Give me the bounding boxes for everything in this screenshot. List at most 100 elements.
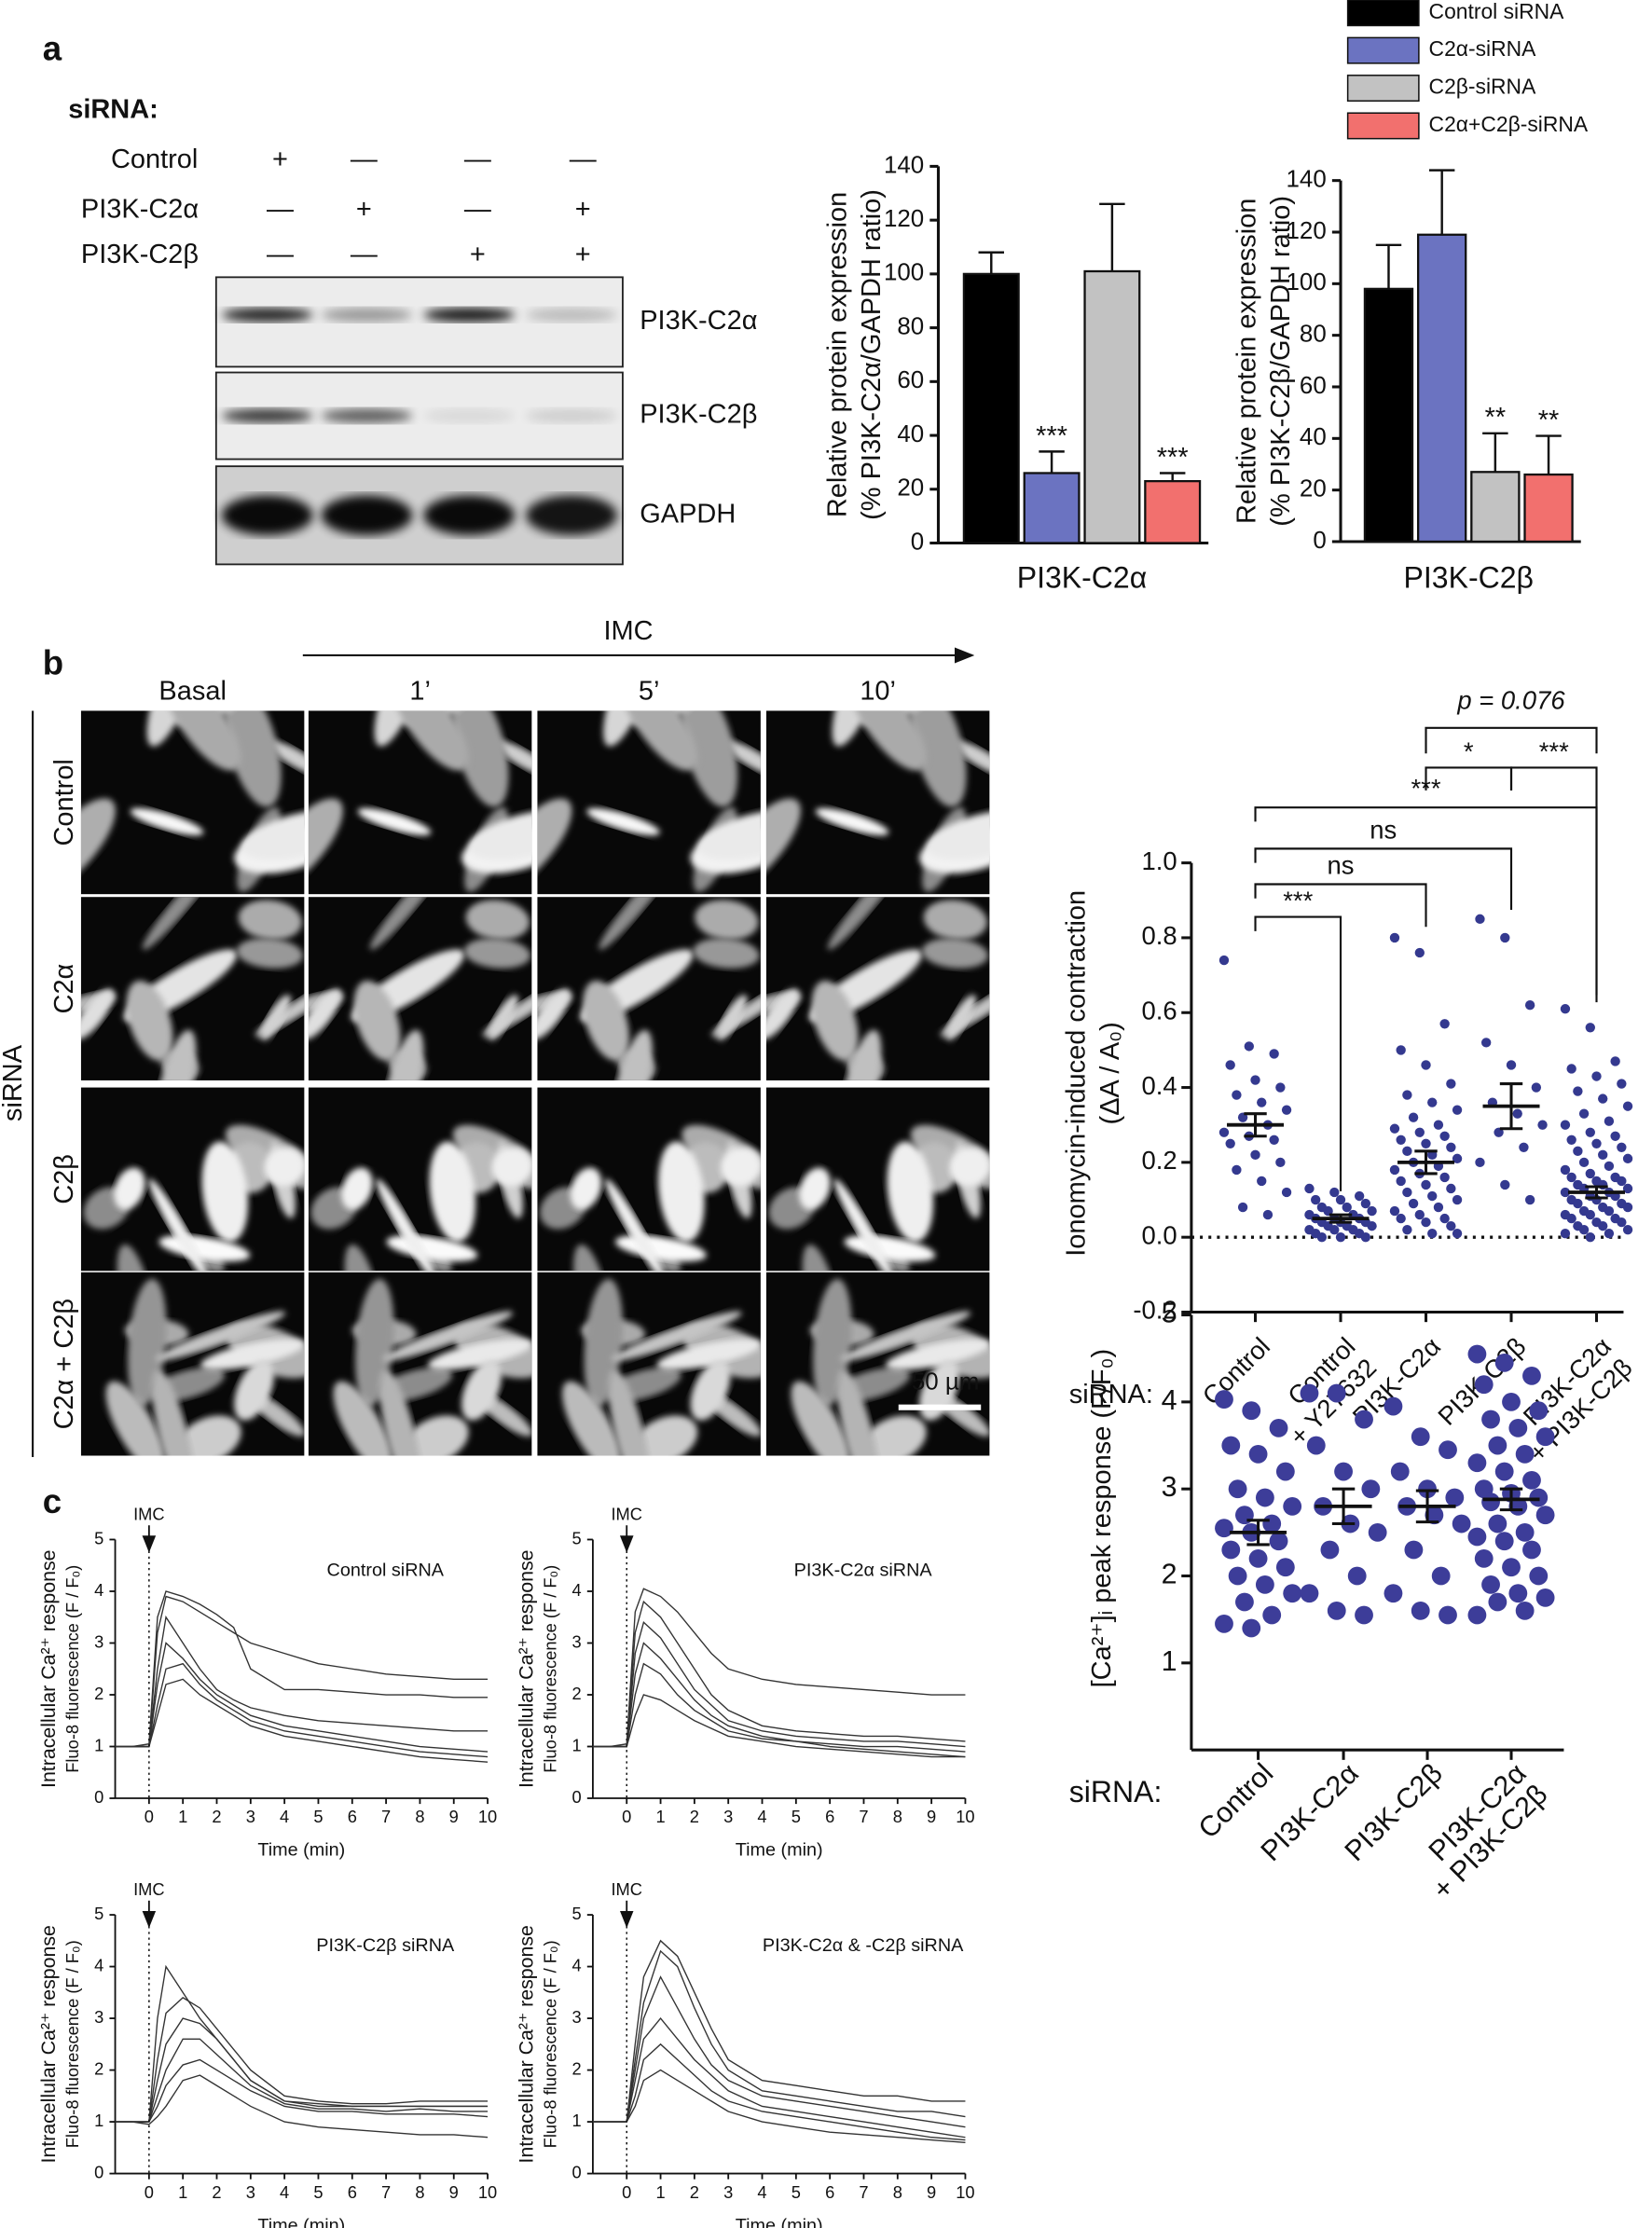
x-axis-prefix: siRNA: xyxy=(1069,1380,1153,1410)
y-tick-label: 0 xyxy=(94,1787,103,1807)
cell-body xyxy=(164,710,241,771)
data-point xyxy=(1439,1131,1450,1141)
y-tick-label: 4 xyxy=(572,1580,582,1600)
data-point xyxy=(1524,1000,1535,1011)
data-point xyxy=(1452,1105,1463,1115)
data-point xyxy=(1335,1194,1346,1205)
x-tick-label: 5 xyxy=(313,1807,323,1826)
x-tick-label: 5 xyxy=(792,1807,801,1826)
x-tick-label: 5 xyxy=(313,2182,323,2202)
significance-bracket xyxy=(1254,847,1513,910)
cell-body xyxy=(429,1141,476,1243)
data-point xyxy=(1316,1231,1328,1243)
cell-body xyxy=(949,1147,990,1187)
trace xyxy=(115,1642,489,1753)
cell-body xyxy=(690,1360,731,1421)
stimulus-label: IMC xyxy=(133,1879,165,1899)
cell-body xyxy=(379,1369,422,1456)
data-point xyxy=(1604,1161,1615,1172)
panel-label: a xyxy=(43,30,62,68)
cell-body xyxy=(117,1245,154,1272)
data-point xyxy=(1537,1120,1548,1130)
y-tick-label: 2 xyxy=(572,1684,582,1703)
data-point xyxy=(1421,1060,1431,1070)
cell-body xyxy=(465,900,530,941)
data-point xyxy=(1512,1108,1522,1119)
x-tick-label: 6 xyxy=(348,1807,357,1826)
data-point xyxy=(1622,1202,1633,1213)
y-tick-label: 20 xyxy=(897,475,924,502)
y-tick-label: 0.6 xyxy=(1141,996,1177,1025)
data-point xyxy=(1427,1190,1438,1202)
data-point xyxy=(1433,1120,1444,1130)
scale-bar-label: 50 µm xyxy=(912,1369,980,1396)
error-bar xyxy=(1244,1112,1267,1138)
error-bar xyxy=(1331,1487,1356,1526)
error-bar xyxy=(1585,1185,1608,1200)
data-point xyxy=(1367,1220,1377,1231)
cell-body xyxy=(717,995,748,1040)
x-tick-label: 8 xyxy=(415,1807,424,1826)
cell-body xyxy=(909,710,967,807)
data-point xyxy=(1225,1138,1235,1148)
micrograph-cells xyxy=(80,710,305,893)
cell-body xyxy=(838,1029,882,1080)
cell-body xyxy=(344,1245,381,1272)
data-point xyxy=(1439,1213,1450,1224)
data-point xyxy=(1281,1187,1292,1198)
data-point xyxy=(1604,1116,1615,1126)
y-tick-label: 20 xyxy=(1300,476,1327,502)
data-point xyxy=(1411,1601,1430,1620)
data-point xyxy=(1566,1213,1576,1224)
micrograph-cells xyxy=(765,710,990,893)
treatment-label: IMC xyxy=(603,616,653,646)
cell-body xyxy=(374,710,431,747)
cell-body xyxy=(791,1381,850,1456)
cell-body xyxy=(723,740,761,777)
x-tick-label: 0 xyxy=(622,2182,631,2202)
y-axis-label: Intracellular Ca²⁺ response xyxy=(37,1925,60,2163)
blot-band xyxy=(423,308,516,323)
data-point xyxy=(1242,1401,1261,1421)
x-tick-label: 7 xyxy=(381,1807,391,1826)
trace xyxy=(592,1949,966,2123)
y-tick-label: 3 xyxy=(94,1631,103,1651)
blot-band xyxy=(526,308,617,323)
data-point xyxy=(1269,1135,1279,1145)
trace xyxy=(592,1939,966,2123)
cell-body xyxy=(945,995,976,1040)
cell-body xyxy=(224,710,282,807)
x-tick-label: 8 xyxy=(415,2182,424,2202)
blot-band xyxy=(423,408,516,423)
data-point xyxy=(1467,1605,1487,1625)
data-point xyxy=(1215,1519,1233,1538)
data-point xyxy=(1591,1138,1602,1148)
data-point xyxy=(1425,1506,1444,1525)
cell-body xyxy=(921,938,988,969)
x-tick-label: 2 xyxy=(212,2182,221,2202)
x-tick-label: 8 xyxy=(893,1807,902,1826)
data-point xyxy=(1408,1112,1419,1122)
data-point xyxy=(1306,1436,1326,1455)
x-tick-label: 0 xyxy=(145,1807,154,1826)
data-point xyxy=(1228,1566,1247,1586)
error-bar xyxy=(1482,432,1508,473)
band-label: GAPDH xyxy=(640,499,736,529)
x-tick-label: 5 xyxy=(792,2182,801,2202)
data-point xyxy=(1622,1224,1633,1235)
data-point xyxy=(1439,1019,1450,1029)
y-tick-label: 0.2 xyxy=(1141,1146,1177,1175)
trace xyxy=(115,1997,489,2123)
data-point xyxy=(1535,1588,1555,1607)
y-tick-label: 4 xyxy=(1162,1384,1177,1416)
cell-body xyxy=(264,1147,305,1187)
error-bar xyxy=(1039,450,1065,474)
error-bar xyxy=(1499,1487,1523,1512)
data-point xyxy=(1411,1427,1430,1447)
x-tick-label: 9 xyxy=(449,1807,459,1826)
x-tick-label: 6 xyxy=(825,2182,834,2202)
y-axis-label: Relative protein expression xyxy=(1232,199,1262,524)
y-tick-label: 5 xyxy=(572,1528,582,1547)
data-point xyxy=(1396,1213,1406,1224)
